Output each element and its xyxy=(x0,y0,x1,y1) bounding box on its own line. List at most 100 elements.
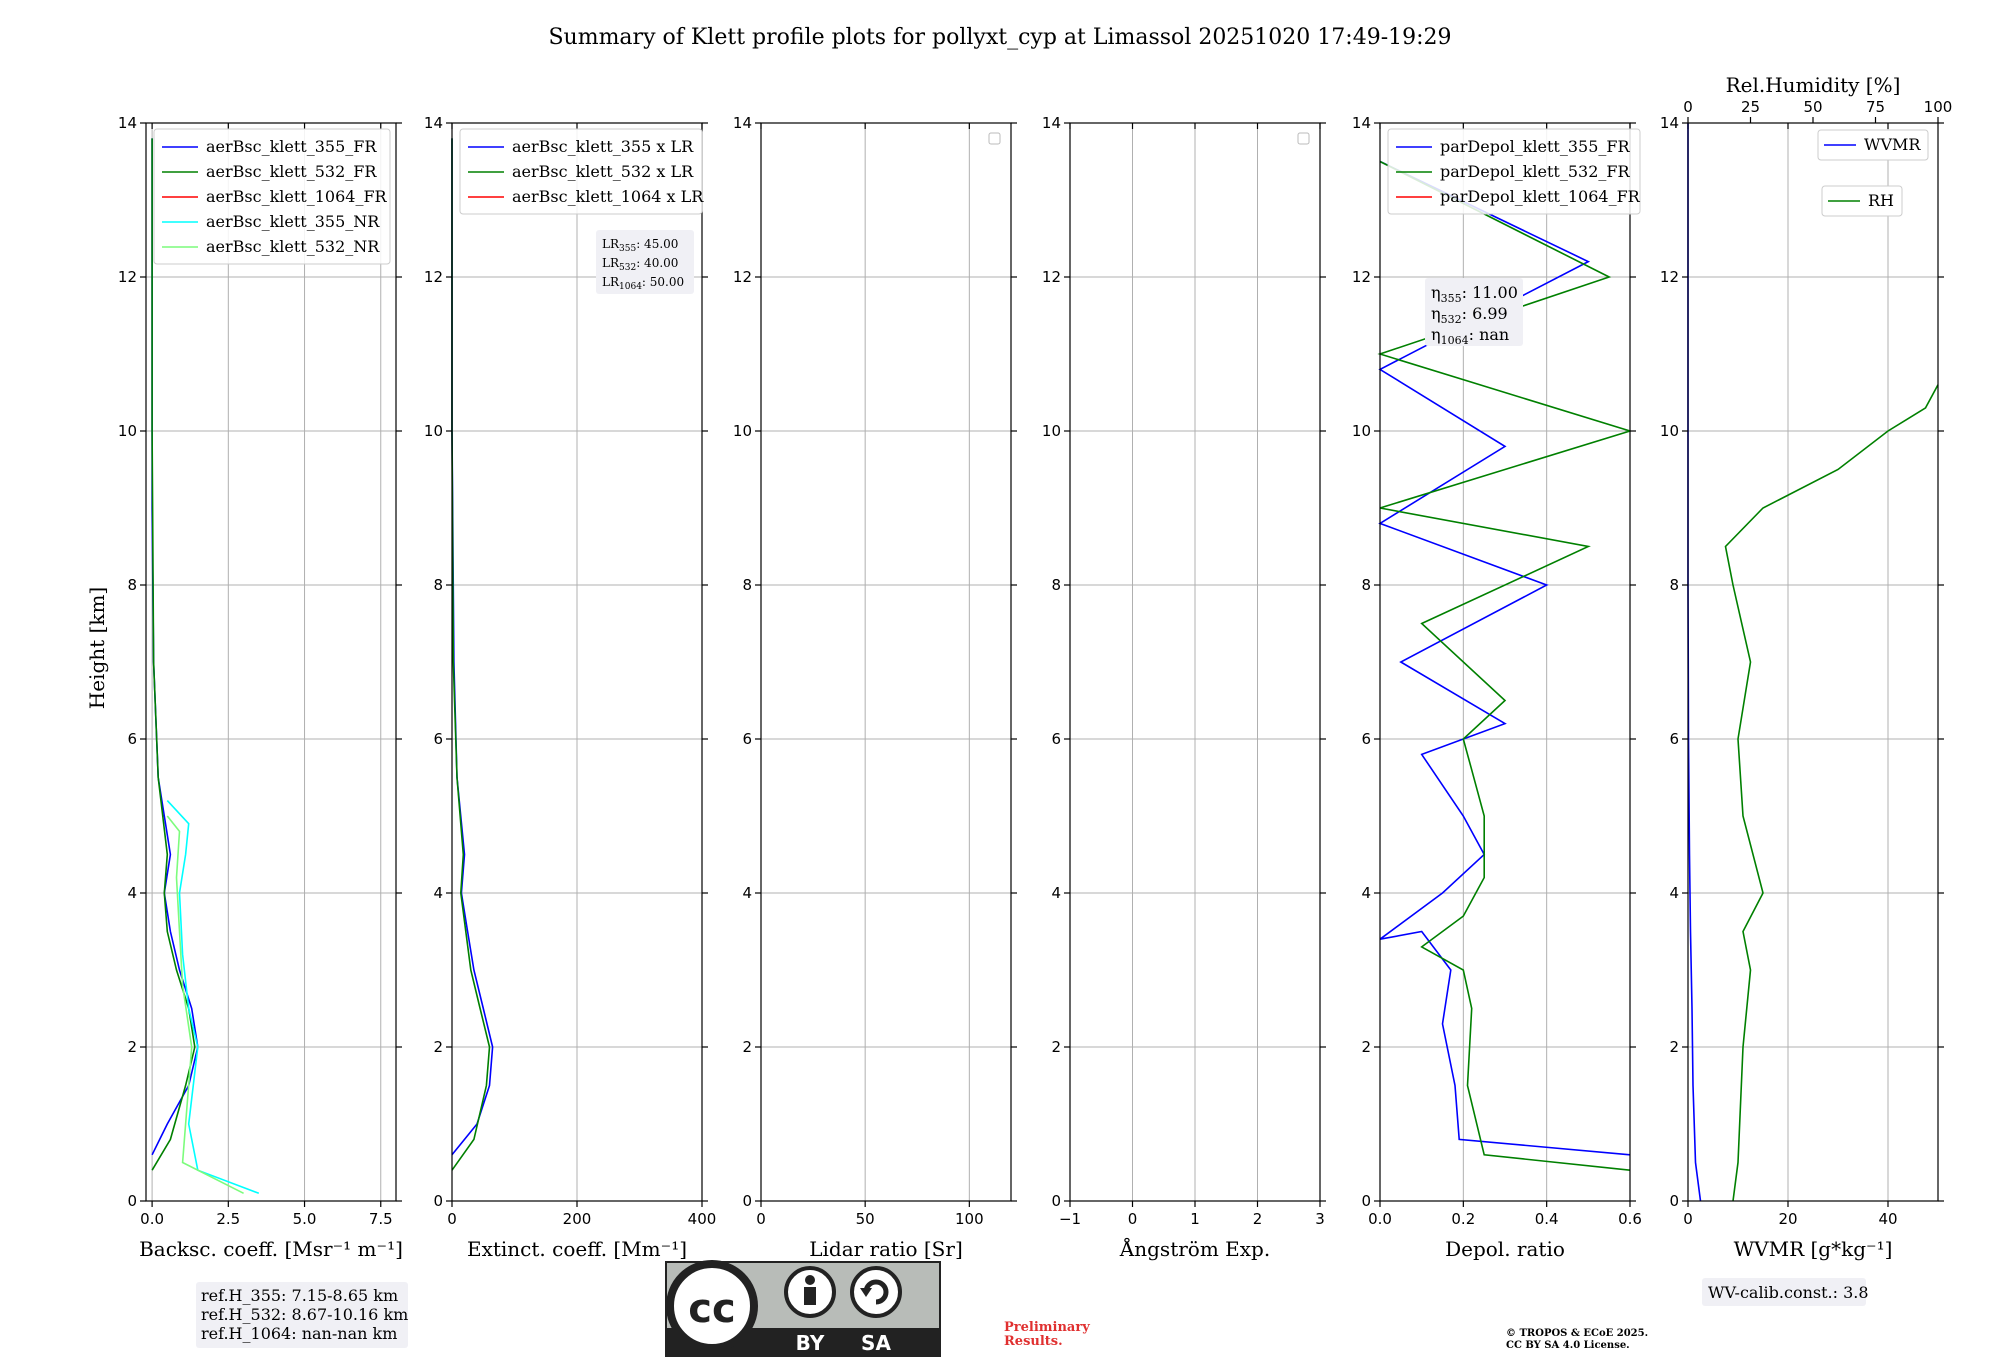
y-tick-label: 14 xyxy=(1042,114,1061,132)
y-tick-label: 6 xyxy=(433,730,443,748)
x-tick-label: 100 xyxy=(955,1210,984,1228)
y-tick-label: 6 xyxy=(1669,730,1679,748)
copyright-line-2: CC BY SA 4.0 License. xyxy=(1506,1340,1630,1351)
x-tick-label: 0.0 xyxy=(1368,1210,1392,1228)
legend-entry: parDepol_klett_1064_FR xyxy=(1440,187,1641,206)
x-axis-label: Lidar ratio [Sr] xyxy=(809,1237,963,1261)
by-label: BY xyxy=(796,1331,825,1355)
y-tick-label: 8 xyxy=(1051,576,1061,594)
y-tick-label: 2 xyxy=(1051,1038,1061,1056)
x-axis-label: Ångström Exp. xyxy=(1119,1236,1270,1261)
y-tick-label: 0 xyxy=(1361,1192,1371,1210)
ref-h-532: ref.H_532: 8.67-10.16 km xyxy=(201,1305,408,1324)
x-tick-label: 0.2 xyxy=(1451,1210,1475,1228)
y-tick-label: 2 xyxy=(1669,1038,1679,1056)
series-line-aerBsc-klett-355-FR xyxy=(151,138,199,1156)
top-x-tick-label: 100 xyxy=(1924,98,1953,116)
x-tick-label: 5.0 xyxy=(293,1210,317,1228)
plot-frame xyxy=(145,122,397,1202)
y-tick-label: 12 xyxy=(1042,268,1061,286)
plot-frame xyxy=(1687,122,1939,1202)
x-tick-label: −1 xyxy=(1059,1210,1081,1228)
series-line-WVMR xyxy=(1687,123,1702,1202)
y-tick-label: 0 xyxy=(742,1192,752,1210)
preliminary-line-2: Results. xyxy=(1004,1334,1063,1349)
series-line-aerBsc-klett-532-x-LR xyxy=(451,138,491,1171)
y-tick-label: 14 xyxy=(1660,114,1679,132)
lidar-ratio-1064: LR1064: 50.00 xyxy=(602,275,684,292)
y-tick-label: 14 xyxy=(1352,114,1371,132)
y-tick-label: 2 xyxy=(433,1038,443,1056)
y-tick-label: 12 xyxy=(118,268,137,286)
y-tick-label: 12 xyxy=(424,268,443,286)
series-line-aerBsc-klett-355-x-LR xyxy=(451,138,494,1156)
x-tick-label: 200 xyxy=(563,1210,592,1228)
y-tick-label: 0 xyxy=(127,1192,137,1210)
series-line-parDepol-klett-355-FR xyxy=(1378,160,1631,1156)
legend-entry: aerBsc_klett_355_NR xyxy=(206,212,380,231)
legend-entry: aerBsc_klett_355 x LR xyxy=(512,137,694,156)
cc-logo-text: cc xyxy=(688,1286,735,1332)
legend-panel-2: aerBsc_klett_355 x LR aerBsc_klett_532 x … xyxy=(459,128,704,215)
x-tick-label: 0 xyxy=(756,1210,766,1228)
series-line-aerBsc-klett-532-FR xyxy=(151,138,196,1171)
legend-panel-1: aerBsc_klett_355_FR aerBsc_klett_532_FRae… xyxy=(153,128,391,265)
x-tick-label: 2 xyxy=(1253,1210,1263,1228)
x-tick-label: 50 xyxy=(856,1210,875,1228)
panel-5: 0.0 0.2 0.4 0.6 0 2 4 6 8 10 12 14 Depol. ratio parDe… xyxy=(1352,114,1642,1261)
legend-entry: WVMR xyxy=(1864,135,1921,154)
empty-legend-icon xyxy=(988,132,1001,145)
panel-2: 0 200 400 0 2 4 6 8 10 12 14 Extinct. coeff. [Mm⁻¹]… xyxy=(424,114,716,1261)
x-tick-label: 0.0 xyxy=(140,1210,164,1228)
x-tick-label: 400 xyxy=(688,1210,717,1228)
legend-rh: RH xyxy=(1821,185,1903,217)
x-tick-label: 1 xyxy=(1190,1210,1200,1228)
y-tick-label: 14 xyxy=(733,114,752,132)
legend-panel-5: parDepol_klett_355_FR parDepol_klett_532_… xyxy=(1387,128,1641,215)
y-tick-label: 4 xyxy=(127,884,137,902)
eta-532: η532: 6.99 xyxy=(1431,304,1508,326)
x-tick-label: 7.5 xyxy=(369,1210,393,1228)
y-tick-label: 0 xyxy=(1051,1192,1061,1210)
series-line-aerBsc-klett-355-NR xyxy=(166,800,260,1195)
x-tick-label: 0.4 xyxy=(1535,1210,1559,1228)
y-tick-label: 0 xyxy=(1669,1192,1679,1210)
legend-box xyxy=(1387,128,1641,215)
y-tick-label: 4 xyxy=(1051,884,1061,902)
empty-legend-icon xyxy=(1297,132,1310,145)
y-tick-label: 4 xyxy=(433,884,443,902)
y-axis-label: Height [km] xyxy=(85,587,109,709)
legend-entry: aerBsc_klett_532_FR xyxy=(206,162,377,181)
figure-title: Summary of Klett profile plots for polly… xyxy=(548,25,1451,50)
y-tick-label: 6 xyxy=(127,730,137,748)
y-tick-label: 14 xyxy=(118,114,137,132)
y-tick-label: 8 xyxy=(742,576,752,594)
y-tick-label: 10 xyxy=(1042,422,1061,440)
lidar-ratio-box-bg xyxy=(596,230,694,294)
top-x-tick-label: 25 xyxy=(1741,98,1760,116)
sa-recycle-icon xyxy=(850,1266,902,1318)
legend-wvmr: WVMR xyxy=(1817,129,1929,161)
x-axis-label: Extinct. coeff. [Mm⁻¹] xyxy=(467,1237,687,1261)
plot-frame xyxy=(760,122,1012,1202)
x-tick-label: 20 xyxy=(1778,1210,1797,1228)
x-tick-label: 0.6 xyxy=(1618,1210,1642,1228)
ref-h-1064: ref.H_1064: nan-nan km xyxy=(201,1324,397,1343)
y-tick-label: 14 xyxy=(424,114,443,132)
y-tick-label: 6 xyxy=(1361,730,1371,748)
x-tick-label: 3 xyxy=(1315,1210,1325,1228)
x-tick-label: 0 xyxy=(1128,1210,1138,1228)
y-tick-label: 8 xyxy=(1361,576,1371,594)
cc-logo-icon xyxy=(666,1260,758,1352)
eta-box-bg xyxy=(1425,278,1523,346)
panel-3: 0 50 100 0 2 4 6 8 10 12 14 Lidar ratio [Sr] xyxy=(733,114,1017,1261)
legend-entry: parDepol_klett_532_FR xyxy=(1440,162,1631,181)
x-tick-label: 0 xyxy=(447,1210,457,1228)
y-tick-label: 2 xyxy=(1361,1038,1371,1056)
y-tick-label: 10 xyxy=(424,422,443,440)
y-tick-label: 12 xyxy=(1660,268,1679,286)
ref-heights-box: ref.H_355: 7.15-8.65 km ref.H_532: 8.67-… xyxy=(196,1282,408,1348)
preliminary-line-1: Preliminary xyxy=(1004,1320,1090,1335)
